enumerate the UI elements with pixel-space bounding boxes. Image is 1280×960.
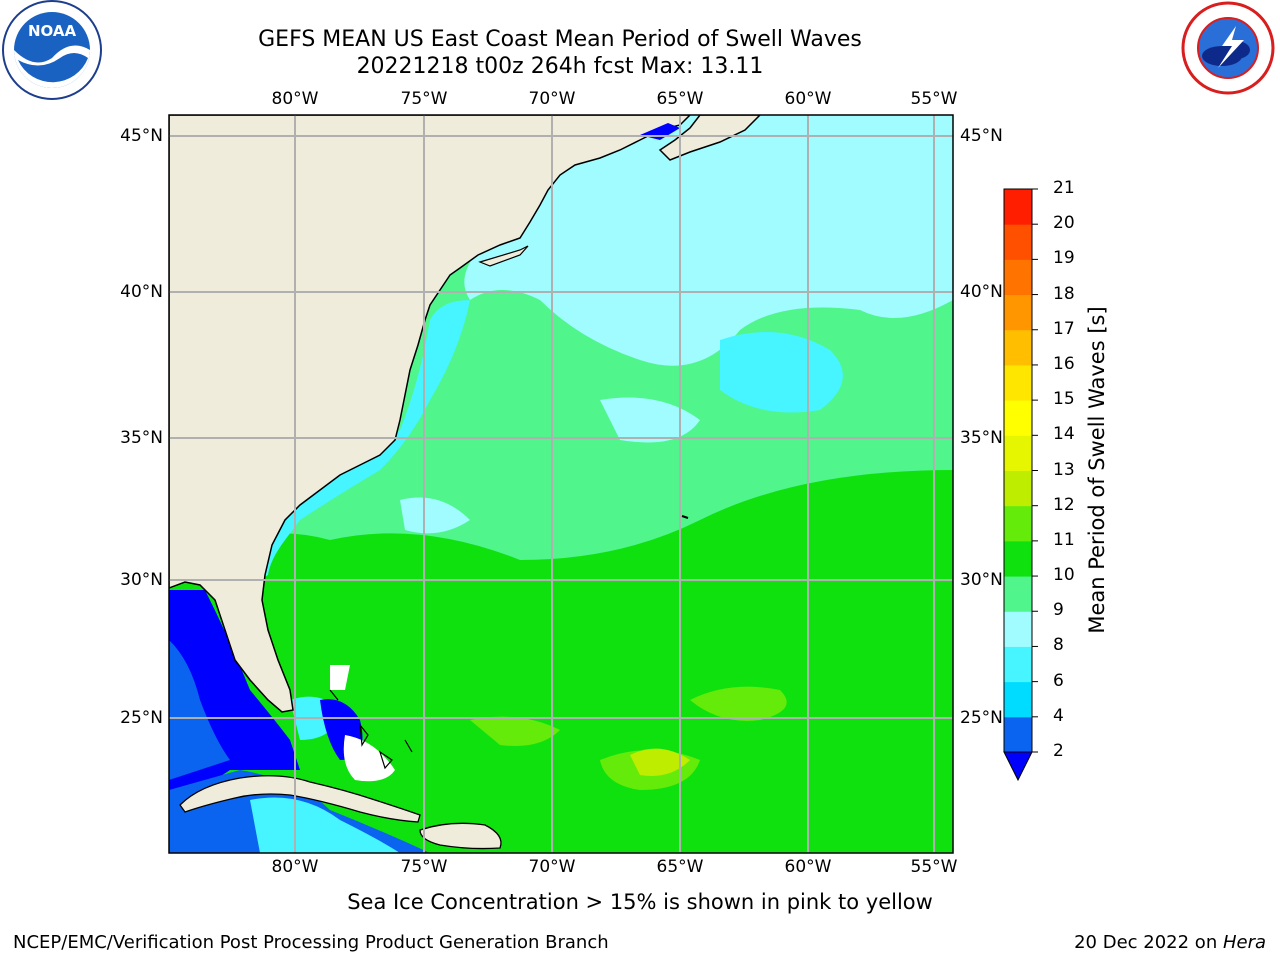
- colorbar-tick-label: 10: [1053, 565, 1075, 586]
- colorbar-swatch: [1004, 224, 1032, 260]
- colorbar-tick-label: 18: [1053, 283, 1075, 304]
- date-text: 20 Dec 2022 on: [1074, 932, 1223, 953]
- lon-label-bottom: 70°W: [528, 857, 576, 877]
- bahamas-blank-zone-north: [330, 665, 350, 690]
- lon-label-top: 80°W: [271, 89, 319, 109]
- lon-label-top: 55°W: [910, 89, 958, 109]
- colorbar-swatch: [1004, 189, 1032, 225]
- colorbar: [1003, 188, 1038, 782]
- noaa-logo-text: NOAA: [28, 22, 77, 40]
- colorbar-tick-label: 8: [1053, 635, 1064, 656]
- bermuda: [681, 515, 689, 519]
- colorbar-swatch: [1004, 329, 1032, 366]
- date-stamp: 20 Dec 2022 on Hera: [1074, 932, 1266, 953]
- colorbar-swatch: [1004, 364, 1032, 401]
- swell-zone-8-9-mid: [600, 397, 700, 443]
- colorbar-tick-label: 19: [1053, 248, 1075, 269]
- sea-ice-note: Sea Ice Concentration > 15% is shown in …: [347, 890, 933, 914]
- colorbar-swatch: [1004, 505, 1032, 542]
- map-title: GEFS MEAN US East Coast Mean Period of S…: [258, 27, 862, 52]
- colorbar-tick-label: 17: [1053, 318, 1075, 339]
- colorbar-swatch: [1004, 646, 1032, 683]
- colorbar-tick-label: 6: [1053, 670, 1064, 691]
- colorbar-tick-label: 12: [1053, 494, 1075, 515]
- colorbar-tick-label: 16: [1053, 353, 1075, 374]
- colorbar-tick-label: 14: [1053, 424, 1075, 445]
- colorbar-swatch: [1004, 470, 1032, 507]
- swell-zone-11-12: [690, 686, 787, 721]
- colorbar-tick-label: 11: [1053, 529, 1075, 550]
- lon-label-bottom: 65°W: [656, 857, 704, 877]
- machine-name: Hera: [1222, 932, 1266, 953]
- lat-label-right: 35°N: [960, 428, 1003, 448]
- swell-zone-8-9-west: [400, 497, 470, 534]
- swell-zone-11-12-west: [470, 716, 560, 746]
- map-grid: [169, 115, 953, 853]
- land-long-island: [478, 245, 529, 267]
- map-frame: [168, 114, 954, 854]
- coastal-swell-zone: [260, 300, 470, 580]
- lat-label-right: 40°N: [960, 282, 1003, 302]
- colorbar-tick-label: 20: [1053, 213, 1075, 234]
- colorbar-tick-label: 21: [1053, 178, 1075, 198]
- land-hispaniola: [419, 822, 502, 850]
- colorbar-swatch: [1004, 435, 1032, 471]
- lat-label-left: 30°N: [120, 570, 163, 590]
- colorbar-swatch: [1004, 540, 1032, 577]
- swell-zone-12-13: [630, 748, 690, 776]
- colorbar-swatch: [1004, 400, 1032, 436]
- lat-label-right: 25°N: [960, 708, 1003, 728]
- lat-label-left: 40°N: [120, 282, 163, 302]
- swell-zone-8-9: [464, 115, 953, 366]
- land-north-america: [169, 115, 692, 713]
- caribbean-swell-zone-6-8: [250, 797, 400, 853]
- lat-label-right: 45°N: [960, 126, 1003, 146]
- lon-label-bottom: 60°W: [784, 857, 832, 877]
- colorbar-tick-label: 4: [1053, 705, 1064, 726]
- credit-text: NCEP/EMC/Verification Post Processing Pr…: [13, 932, 609, 953]
- nws-logo: [1178, 0, 1280, 100]
- colorbar-tick-label: 9: [1053, 600, 1064, 621]
- swell-zone-6-8: [720, 332, 843, 413]
- colorbar-swatch: [1004, 681, 1032, 718]
- colorbar-swatch: [1004, 716, 1032, 753]
- gulf-swell-zone-2-4: [169, 640, 230, 780]
- colorbar-under-arrow: [1003, 751, 1033, 782]
- bahamas-islands: [329, 689, 413, 770]
- map-subtitle: 20221218 t00z 264h fcst Max: 13.11: [356, 54, 764, 79]
- colorbar-tick-label: 13: [1053, 459, 1075, 480]
- colorbar-swatch: [1004, 294, 1032, 331]
- colorbar-swatch: [1004, 576, 1032, 612]
- colorbar-swatch: [1004, 611, 1032, 647]
- lat-label-left: 35°N: [120, 428, 163, 448]
- lon-label-bottom: 55°W: [910, 857, 958, 877]
- lon-label-bottom: 80°W: [271, 857, 319, 877]
- lon-label-bottom: 75°W: [400, 857, 448, 877]
- lon-label-top: 65°W: [656, 89, 704, 109]
- lat-label-right: 30°N: [960, 570, 1003, 590]
- lon-label-top: 75°W: [400, 89, 448, 109]
- colorbar-swatch: [1004, 259, 1032, 296]
- noaa-logo: NOAA: [0, 0, 104, 104]
- lon-label-top: 60°W: [784, 89, 832, 109]
- lon-label-top: 70°W: [528, 89, 576, 109]
- bahamas-blank-zone: [343, 735, 395, 782]
- lat-label-left: 45°N: [120, 126, 163, 146]
- colorbar-label: Mean Period of Swell Waves [s]: [1085, 306, 1109, 634]
- colorbar-tick-label: 2: [1053, 741, 1064, 761]
- lat-label-left: 25°N: [120, 708, 163, 728]
- land-cuba: [179, 775, 421, 823]
- colorbar-tick-label: 15: [1053, 389, 1075, 410]
